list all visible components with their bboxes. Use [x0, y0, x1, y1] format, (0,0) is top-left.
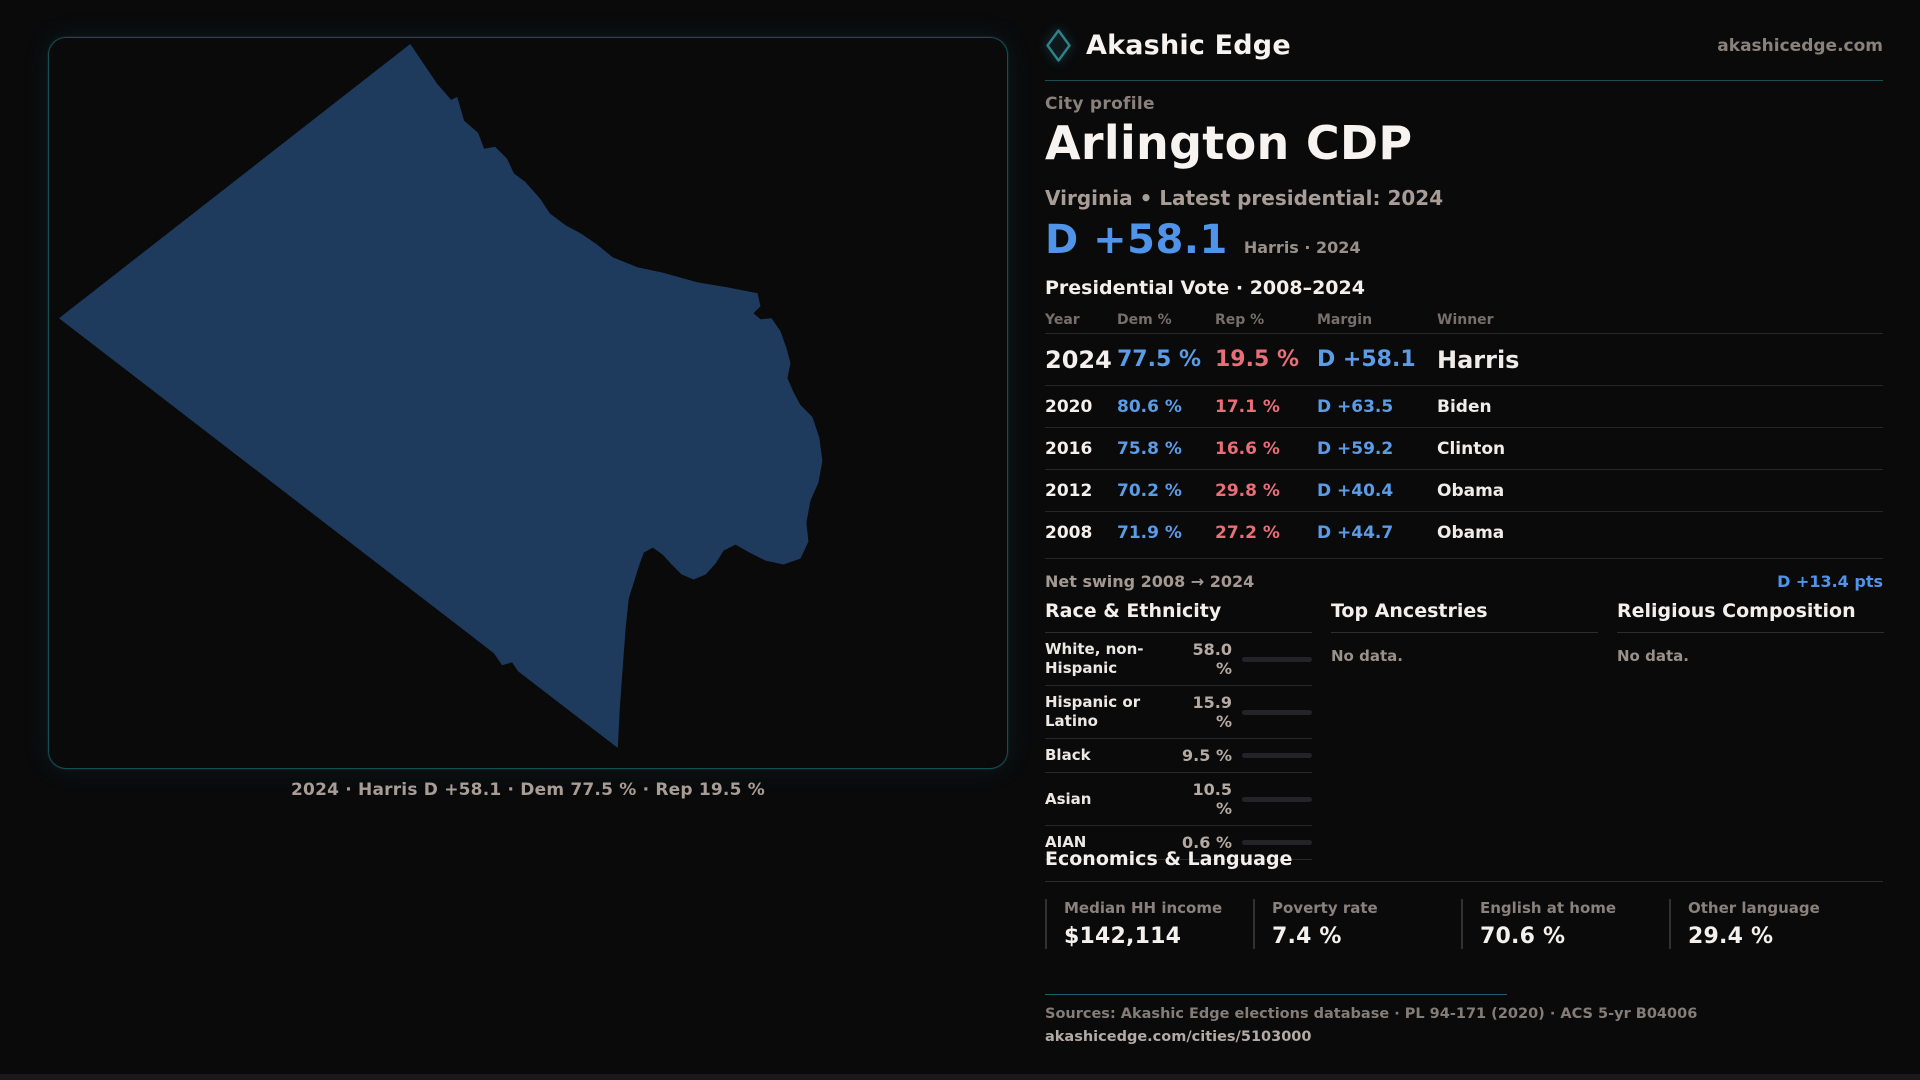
headline-context: Harris · 2024: [1243, 238, 1361, 257]
election-table-header: Year Dem % Rep % Margin Winner: [1045, 306, 1883, 333]
economics-title: Economics & Language: [1045, 848, 1293, 870]
county-shape: [58, 43, 823, 749]
col-dem: Dem %: [1117, 311, 1172, 328]
race-ethnicity-column: Race & Ethnicity White, non-Hispanic 58.…: [1045, 600, 1312, 860]
demographics-section: Race & Ethnicity White, non-Hispanic 58.…: [1045, 600, 1884, 860]
race-bar-track: [1242, 796, 1312, 802]
race-bar-track: [1242, 753, 1312, 758]
map-caption: 2024 · Harris D +58.1 · Dem 77.5 % · Rep…: [291, 780, 765, 800]
net-swing-row: Net swing 2008 → 2024 D +13.4 pts: [1045, 558, 1883, 591]
election-row-2020: 2020 80.6 % 17.1 % D +63.5 Biden: [1045, 385, 1883, 427]
race-bar-track: [1242, 840, 1312, 845]
bottom-strip: [0, 1074, 1920, 1080]
county-map-panel: [48, 37, 1008, 769]
brand-lockup: Akashic Edge: [1045, 28, 1291, 63]
diamond-logo-icon: [1046, 29, 1071, 62]
page-title: Arlington CDP: [1045, 116, 1413, 170]
headline: D +58.1 Harris · 2024: [1045, 217, 1883, 263]
profile-panel: Akashic Edge akashicedge.com City profil…: [1045, 0, 1884, 1080]
footer-divider: [1045, 994, 1507, 995]
brand-name: Akashic Edge: [1086, 30, 1291, 61]
col-rep: Rep %: [1215, 311, 1265, 328]
economics-section: Economics & Language Median HH income $1…: [1045, 848, 1883, 949]
ancestries-column: Top Ancestries No data.: [1331, 600, 1598, 860]
race-row: White, non-Hispanic 58.0 %: [1045, 633, 1312, 686]
stat-median-income: Median HH income $142,114: [1045, 899, 1235, 949]
economics-divider: [1045, 881, 1883, 882]
subtitle: Virginia • Latest presidential: 2024: [1045, 186, 1444, 210]
headline-margin: D +58.1: [1045, 217, 1228, 263]
ancestries-empty: No data.: [1331, 647, 1403, 665]
county-map-svg: [58, 43, 823, 749]
election-row-2016: 2016 75.8 % 16.6 % D +59.2 Clinton: [1045, 427, 1883, 469]
race-row: Black 9.5 %: [1045, 739, 1312, 773]
net-swing-label: Net swing 2008 → 2024: [1045, 572, 1255, 591]
sources-text: Sources: Akashic Edge elections database…: [1045, 1006, 1698, 1022]
race-bar-track: [1242, 709, 1312, 715]
election-row-2012: 2012 70.2 % 29.8 % D +40.4 Obama: [1045, 469, 1883, 511]
religion-column: Religious Composition No data.: [1617, 600, 1884, 860]
header-divider: [1045, 80, 1883, 81]
col-margin: Margin: [1317, 311, 1373, 328]
stat-other-language: Other language 29.4 %: [1669, 899, 1859, 949]
election-table: Year Dem % Rep % Margin Winner 2024 77.5…: [1045, 306, 1883, 553]
election-row-2024: 2024 77.5 % 19.5 % D +58.1 Harris: [1045, 333, 1883, 385]
brand-header: Akashic Edge akashicedge.com: [1045, 28, 1883, 63]
brand-domain: akashicedge.com: [1717, 35, 1883, 56]
kicker: City profile: [1045, 94, 1155, 114]
col-winner: Winner: [1437, 311, 1494, 328]
net-swing-value: D +13.4 pts: [1777, 572, 1883, 591]
religion-empty: No data.: [1617, 647, 1689, 665]
race-row: Asian 10.5 %: [1045, 773, 1312, 826]
stats-row: Median HH income $142,114 Poverty rate 7…: [1045, 899, 1883, 949]
election-row-2008: 2008 71.9 % 27.2 % D +44.7 Obama: [1045, 511, 1883, 553]
race-bar-track: [1242, 656, 1312, 662]
race-row: Hispanic or Latino 15.9 %: [1045, 686, 1312, 739]
election-table-title: Presidential Vote · 2008–2024: [1045, 277, 1365, 299]
permalink: akashicedge.com/cities/5103000: [1045, 1029, 1312, 1045]
race-row: AIAN 0.6 %: [1045, 826, 1312, 860]
footer: Sources: Akashic Edge elections database…: [1045, 994, 1883, 1045]
stat-poverty-rate: Poverty rate 7.4 %: [1253, 899, 1443, 949]
race-ethnicity-title: Race & Ethnicity: [1045, 600, 1312, 633]
religion-title: Religious Composition: [1617, 600, 1884, 633]
col-year: Year: [1045, 311, 1080, 328]
ancestries-title: Top Ancestries: [1331, 600, 1598, 633]
stat-english-at-home: English at home 70.6 %: [1461, 899, 1651, 949]
